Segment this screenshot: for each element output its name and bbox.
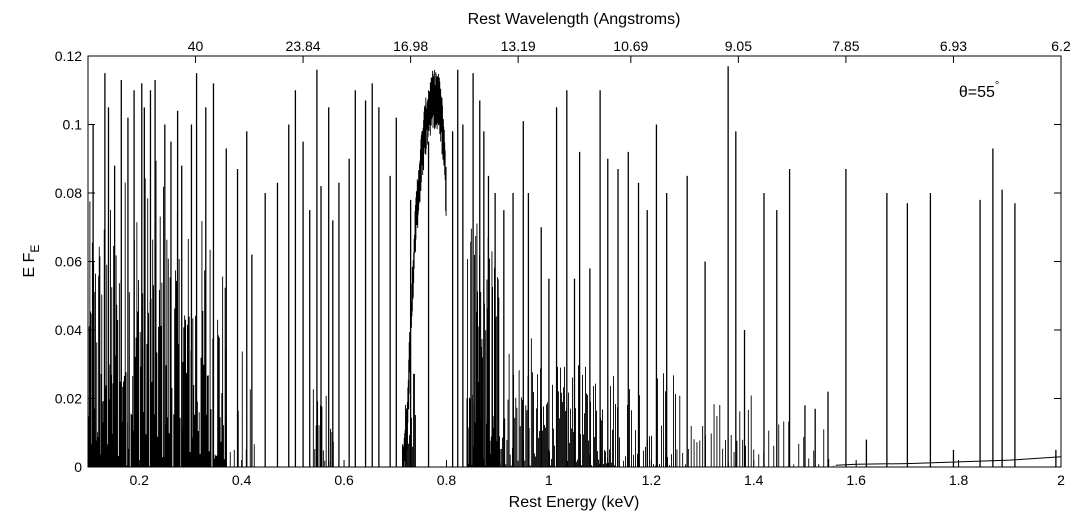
x-tick-label-4: 1 (545, 472, 553, 488)
spectrum-series (88, 66, 1061, 467)
series-0-line-forest (88, 69, 835, 467)
x-tick-label-6: 1.4 (744, 472, 764, 488)
top-tick-label-8: 6.2 (1051, 38, 1071, 54)
y-tick-label-1: 0.02 (55, 391, 82, 407)
angle-annotation: θ=55° (959, 80, 999, 101)
x-tick-label-9: 2 (1057, 472, 1065, 488)
y-tick-label-3: 0.06 (55, 254, 82, 270)
top-tick-label-2: 16.98 (393, 38, 428, 54)
y-axis-title-main: E F (21, 252, 38, 277)
y-tick-label-4: 0.08 (55, 185, 82, 201)
x-axis-title: Rest Energy (keV) (509, 494, 640, 511)
x-tick-label-8: 1.8 (949, 472, 969, 488)
top-tick-label-7: 6.93 (940, 38, 967, 54)
x-tick-label-2: 0.6 (334, 472, 354, 488)
top-tick-label-0: 40 (188, 38, 204, 54)
y-tick-label-6: 0.12 (55, 48, 82, 64)
top-tick-label-1: 23.84 (286, 38, 321, 54)
top-tick-label-5: 9.05 (725, 38, 752, 54)
x-tick-label-1: 0.4 (232, 472, 252, 488)
y-axis-title-subscript: E (28, 245, 42, 253)
x-tick-label-3: 0.8 (437, 472, 457, 488)
y-axis-title: E FE (21, 245, 42, 278)
x-tick-label-5: 1.2 (642, 472, 662, 488)
y-tick-label-5: 0.1 (63, 117, 83, 133)
x-tick-label-7: 1.6 (846, 472, 866, 488)
top-tick-label-4: 10.69 (613, 38, 648, 54)
axis-ticks (88, 55, 1062, 468)
top-tick-label-6: 7.85 (832, 38, 859, 54)
top-tick-label-3: 13.19 (501, 38, 536, 54)
svg-text:E FE: E FE (21, 245, 42, 278)
y-tick-label-2: 0.04 (55, 322, 82, 338)
y-tick-label-0: 0 (74, 459, 82, 475)
top-axis-title: Rest Wavelength (Angstroms) (468, 11, 681, 28)
svg-text:θ=55°: θ=55° (959, 80, 999, 101)
x-tick-label-0: 0.2 (129, 472, 149, 488)
tick-labels: 0.2 0.4 0.6 0.8 1 1.2 1.4 1.6 1.8 2 0 0.02 0.04 0.06 0… (55, 38, 1071, 488)
series-0-continuum (835, 456, 1061, 466)
annotation-superscript: ° (995, 80, 999, 92)
annotation-main: θ=55 (959, 84, 995, 101)
